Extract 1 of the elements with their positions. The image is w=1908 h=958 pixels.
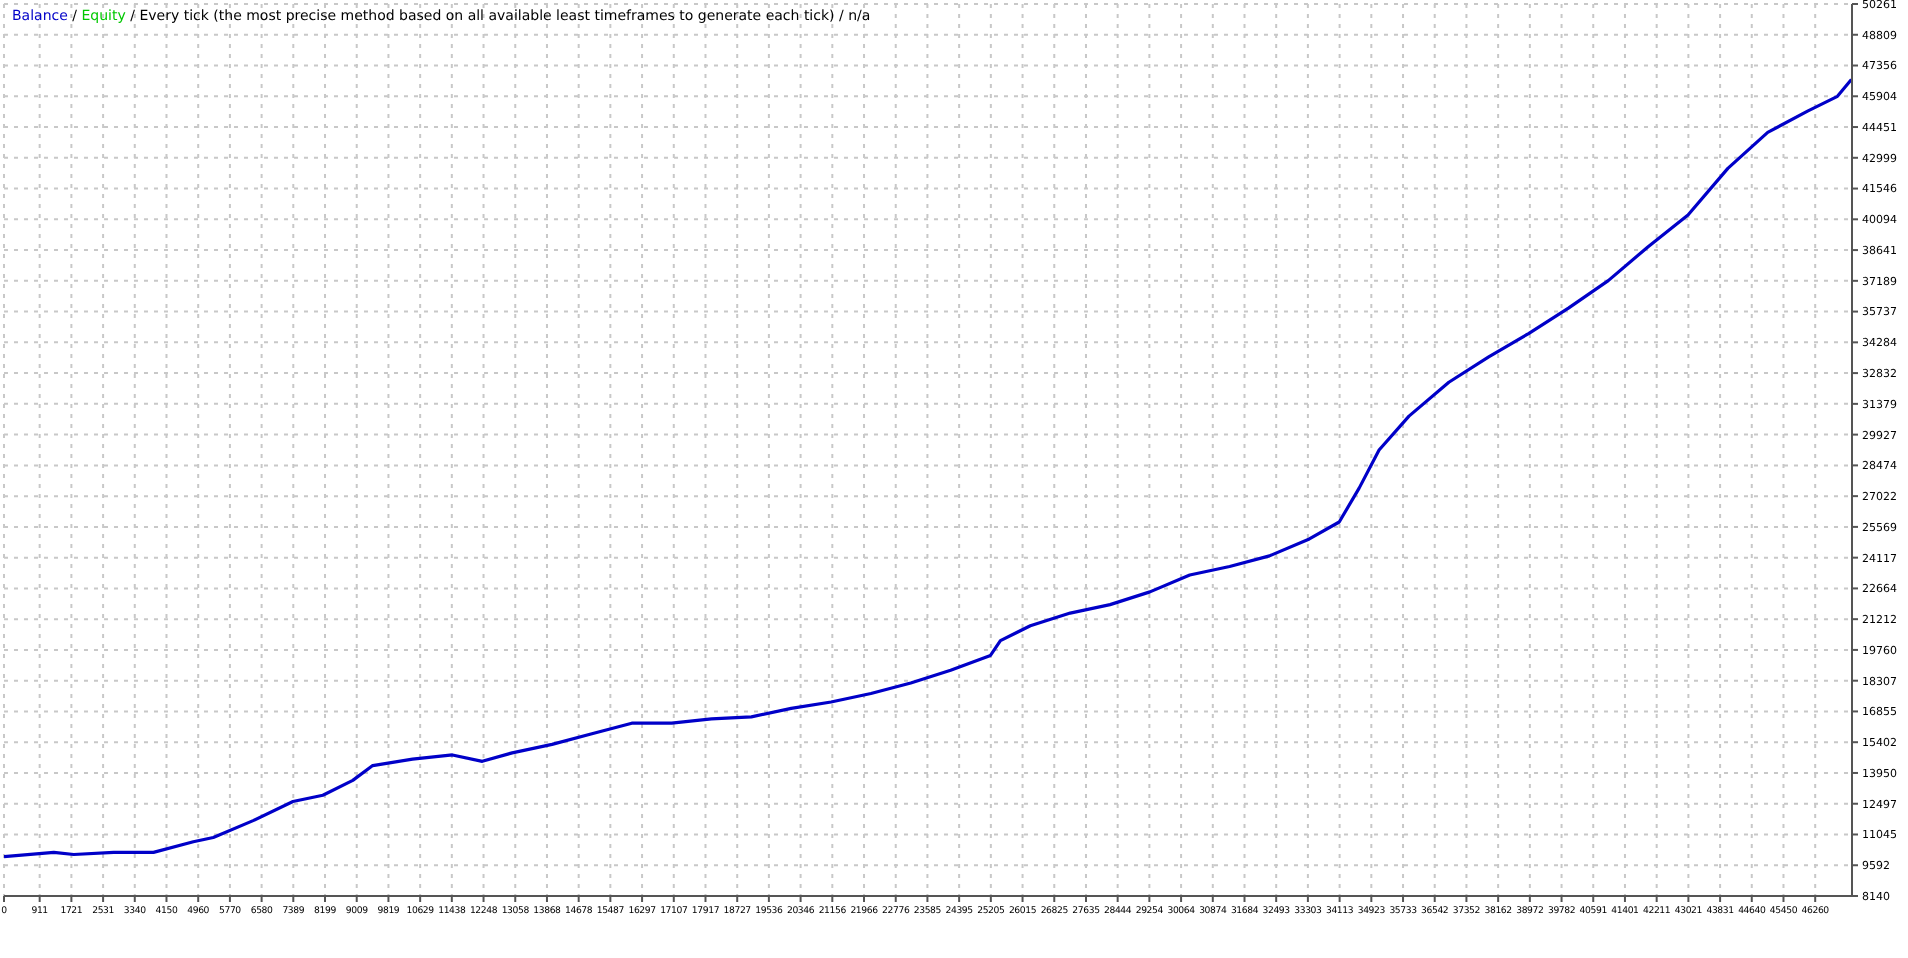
line-series bbox=[4, 77, 1852, 859]
